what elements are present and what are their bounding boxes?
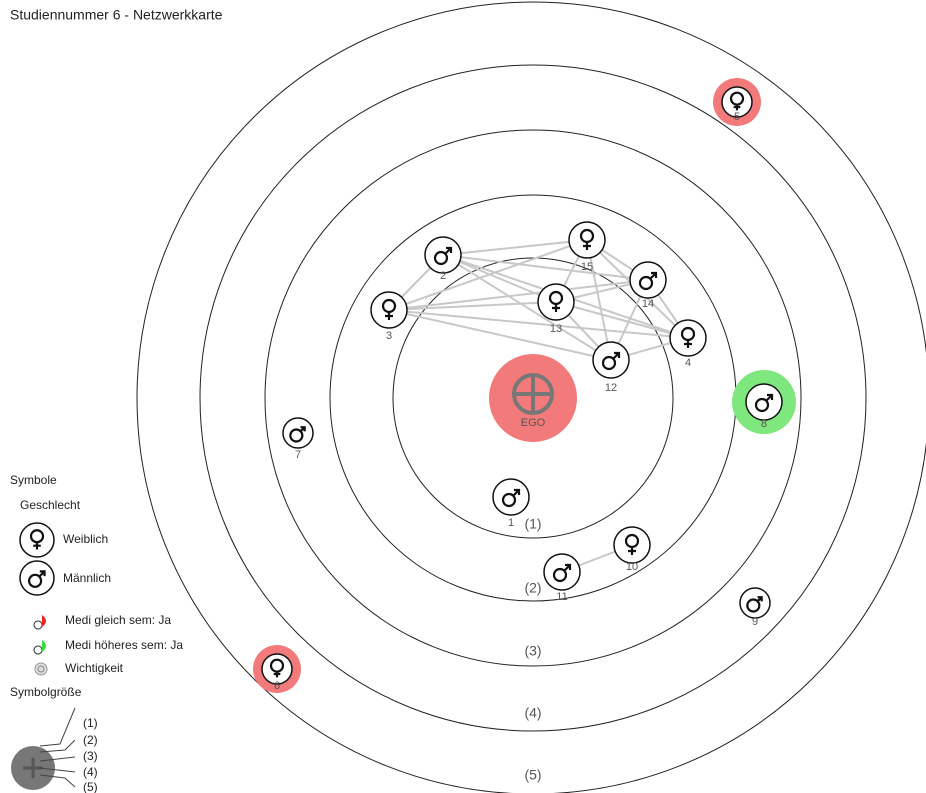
legend-item: Medi gleich sem: Ja [65,613,171,627]
nodes: EGO 2 15 14 13 3 4 12 8 7 1 10 11 9 5 6 [253,78,796,693]
icon [37,665,45,673]
legend-size-title: Symbolgröße [10,685,82,699]
legend-gender-title: Geschlecht [20,498,81,512]
ring [392,257,674,539]
node-label: 4 [685,357,691,369]
node-label: 15 [581,261,593,273]
edge [442,239,588,256]
node [370,291,408,329]
node-label: 11 [556,591,567,603]
node [261,653,293,685]
ring-label: (2) [524,580,541,596]
node-symbol [501,488,521,508]
edge [442,254,649,281]
node-symbol [638,271,658,291]
title: Studiennummer 6 - Netzwerkkarte [10,7,223,23]
legend-icon-symbol [29,529,45,550]
node-label: 14 [642,298,654,310]
size-label: (5) [83,780,98,793]
node [721,86,753,118]
node-label: 7 [295,449,301,461]
node-label: 1 [508,517,514,529]
node-symbol [289,426,306,443]
ring-label: (5) [524,767,541,783]
legend-item: Medi höheres sem: Ja [65,638,183,652]
node-symbol [433,246,453,266]
icon [33,620,43,630]
size-label: (3) [83,749,98,763]
ego-icon [514,375,552,413]
legend-male: Männlich [63,571,111,585]
edge [388,309,689,339]
node-symbol [746,596,763,613]
rings: (1) (2) (3) (4) (5) [136,1,926,793]
node [745,383,783,421]
node [629,261,667,299]
icon [42,615,46,627]
legend-item: Wichtigkeit [65,661,124,675]
edge [442,254,612,361]
edge [388,279,649,311]
size-label: (4) [83,765,98,779]
legend-icon [19,560,55,596]
size-lines [39,707,76,788]
icon [33,645,43,655]
node-symbol [579,228,595,250]
legend-icon [19,522,55,558]
edge [586,239,612,361]
legend: Symbole Geschlecht Weiblich Männlich Sym… [10,473,183,793]
ring-label: (3) [524,643,541,659]
node [568,221,606,259]
node [282,417,314,449]
node-symbol [680,326,696,348]
node [492,478,530,516]
node [537,283,575,321]
ring [199,64,867,732]
node-symbol [729,91,745,111]
node [424,236,462,274]
icon [42,640,46,652]
size-label: (1) [83,716,98,730]
node-label: 3 [386,330,392,342]
ring-label: (1) [524,516,541,532]
edge [442,254,557,303]
node-label: 2 [440,270,446,282]
node-label: 5 [734,111,740,123]
node-label: EGO [521,417,546,429]
node-symbol [269,658,285,678]
node-symbol [552,563,572,583]
ring [136,1,926,793]
legend-female: Weiblich [63,532,108,546]
node [613,526,651,564]
size-label: (2) [83,733,98,747]
edge [388,309,612,361]
ring [264,129,802,667]
size-icon [23,758,43,778]
icon [34,662,48,676]
node-label: 8 [761,418,767,430]
node-symbol [624,533,640,555]
node-symbol [754,393,774,413]
legend-icon-symbol [28,570,46,588]
node [669,319,707,357]
node-label: 9 [752,616,758,628]
legend-title: Symbole [10,473,57,487]
edge [555,301,689,339]
node-label: 10 [626,561,638,573]
ring-label: (4) [524,705,541,721]
edge [388,301,557,311]
node [739,587,771,619]
edge [388,239,588,311]
node-label: 6 [274,680,280,692]
node-symbol [601,351,621,371]
node [592,341,630,379]
node-symbol [381,298,397,320]
node-symbol [548,290,564,312]
node-label: 13 [550,323,562,335]
node [543,553,581,591]
node-label: 12 [605,382,617,394]
